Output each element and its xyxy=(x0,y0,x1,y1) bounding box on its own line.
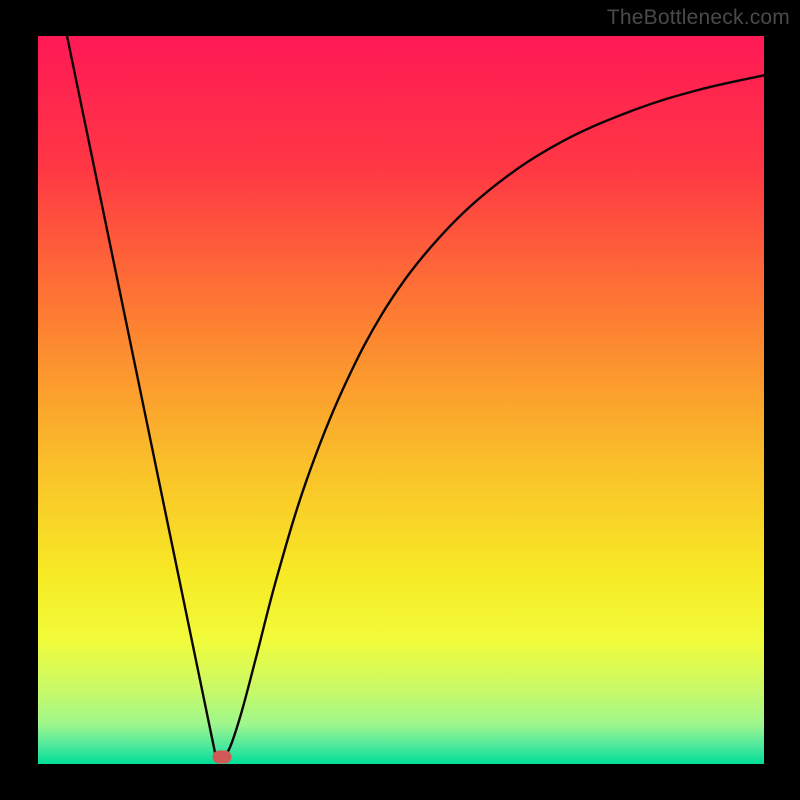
plot-svg xyxy=(38,36,764,764)
plot-area xyxy=(38,36,764,764)
chart-root: TheBottleneck.com xyxy=(0,0,800,800)
watermark-text: TheBottleneck.com xyxy=(607,6,790,30)
gradient-background xyxy=(38,36,764,764)
